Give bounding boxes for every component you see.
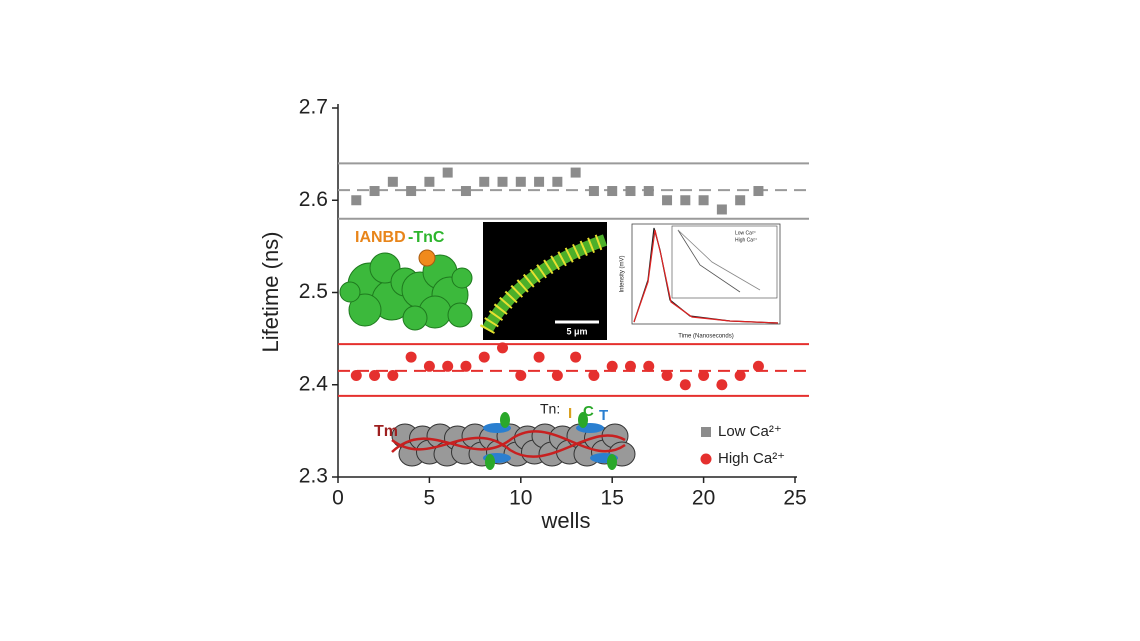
point <box>515 176 526 187</box>
tropomyosin <box>391 430 626 453</box>
annotation: High Ca²⁺ <box>735 237 758 243</box>
point <box>423 360 435 372</box>
point <box>369 186 380 197</box>
y-tick-label: 2.5 <box>299 280 328 303</box>
decay-plot <box>631 223 781 325</box>
point <box>442 360 454 372</box>
point <box>497 176 508 187</box>
point <box>405 351 417 363</box>
point <box>752 360 764 372</box>
point <box>387 176 398 187</box>
point <box>552 176 563 187</box>
annotation: I <box>568 405 572 422</box>
annotation: Intensity (mV) <box>620 255 626 292</box>
point <box>442 167 453 178</box>
legend-label: Low Ca²⁺ <box>718 423 782 440</box>
point <box>588 370 600 382</box>
annotation: Tm <box>374 423 398 440</box>
annotation: Tn: <box>540 401 560 417</box>
protein-structure <box>339 252 473 331</box>
point <box>515 370 527 382</box>
point <box>625 186 636 197</box>
point <box>350 370 362 382</box>
point <box>643 186 654 197</box>
point <box>680 195 691 206</box>
point <box>351 195 362 206</box>
point <box>753 186 764 197</box>
point <box>534 176 545 187</box>
y-tick-label: 2.7 <box>299 96 328 119</box>
annotation: C <box>583 403 594 420</box>
x-tick-label: 0 <box>332 487 344 510</box>
y-tick-label: 2.4 <box>299 372 329 395</box>
y-axis-label: Lifetime (ns) <box>258 231 283 352</box>
x-tick-label: 20 <box>692 487 715 510</box>
point <box>387 370 399 382</box>
fiber <box>481 234 607 333</box>
point <box>679 379 691 391</box>
x-tick-label: 15 <box>601 487 624 510</box>
annotation: T <box>599 407 608 424</box>
point <box>478 351 490 363</box>
x-tick-label: 5 <box>424 487 436 510</box>
point <box>698 370 710 382</box>
probe <box>418 249 436 267</box>
point <box>698 195 709 206</box>
point <box>406 186 417 197</box>
legend-label: High Ca²⁺ <box>718 450 785 467</box>
annotation: IANBD <box>355 229 406 246</box>
point <box>624 360 636 372</box>
point <box>588 186 599 197</box>
tropomyosin <box>391 434 626 458</box>
point <box>606 360 618 372</box>
troponin <box>483 412 618 470</box>
annotation: 5 μm <box>566 326 587 336</box>
x-axis-label: wells <box>541 508 591 533</box>
annotation: Time (Nanoseconds) <box>678 334 733 340</box>
point <box>607 186 618 197</box>
point <box>497 342 509 354</box>
point <box>735 195 746 206</box>
y-tick-label: 2.6 <box>299 188 328 211</box>
point <box>460 360 472 372</box>
point <box>643 360 655 372</box>
y-tick-label: 2.3 <box>299 465 328 488</box>
x-tick-label: 10 <box>509 487 532 510</box>
point <box>734 370 746 382</box>
point <box>460 186 471 197</box>
point <box>716 204 727 215</box>
legend-marker <box>700 453 712 465</box>
point <box>533 351 545 363</box>
point <box>661 370 673 382</box>
annotation: Low Ca²⁺ <box>735 230 757 236</box>
point <box>479 176 490 187</box>
x-tick-label: 25 <box>783 487 806 510</box>
point <box>551 370 563 382</box>
point <box>716 379 728 391</box>
legend-marker <box>701 427 711 437</box>
point <box>662 195 673 206</box>
point <box>570 351 582 363</box>
point <box>369 370 381 382</box>
point <box>570 167 581 178</box>
point <box>424 176 435 187</box>
annotation: -TnC <box>408 229 445 246</box>
